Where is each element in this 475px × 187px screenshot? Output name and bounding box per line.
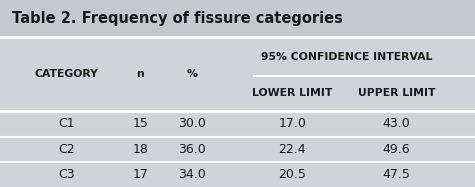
Text: 30.0: 30.0 — [179, 117, 206, 130]
Text: 36.0: 36.0 — [179, 143, 206, 156]
Text: C1: C1 — [58, 117, 75, 130]
Text: 34.0: 34.0 — [179, 168, 206, 181]
Text: n: n — [136, 69, 144, 79]
Text: 17.0: 17.0 — [278, 117, 306, 130]
Text: C2: C2 — [58, 143, 75, 156]
Text: LOWER LIMIT: LOWER LIMIT — [252, 88, 332, 99]
Text: 17: 17 — [132, 168, 148, 181]
Bar — [0, 0, 475, 37]
Text: CATEGORY: CATEGORY — [35, 69, 98, 79]
Text: C3: C3 — [58, 168, 75, 181]
Text: 18: 18 — [132, 143, 148, 156]
Text: UPPER LIMIT: UPPER LIMIT — [358, 88, 436, 99]
Text: %: % — [187, 69, 198, 79]
Text: 47.5: 47.5 — [383, 168, 410, 181]
Text: 49.6: 49.6 — [383, 143, 410, 156]
Text: Table 2. Frequency of fissure categories: Table 2. Frequency of fissure categories — [12, 11, 343, 26]
Text: 22.4: 22.4 — [278, 143, 306, 156]
Text: 43.0: 43.0 — [383, 117, 410, 130]
Text: 95% CONFIDENCE INTERVAL: 95% CONFIDENCE INTERVAL — [261, 52, 432, 62]
Text: 15: 15 — [132, 117, 148, 130]
Text: 20.5: 20.5 — [278, 168, 306, 181]
